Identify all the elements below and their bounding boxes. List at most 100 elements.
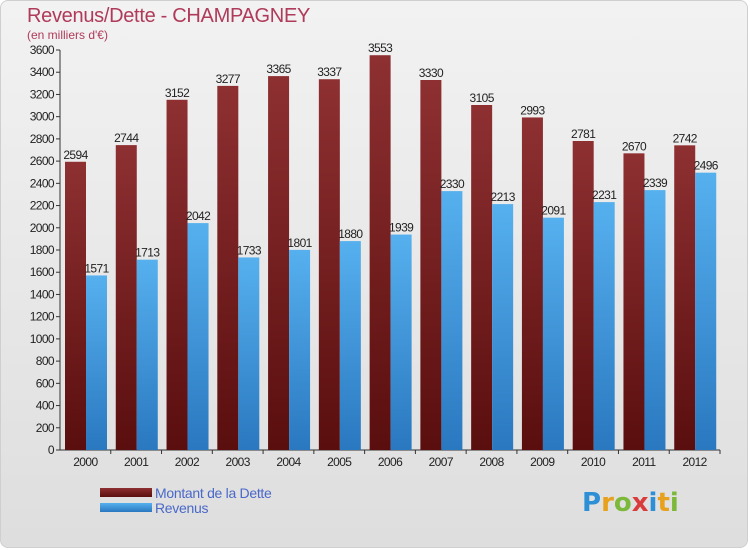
legend-label-debt: Montant de la Dette [155,484,272,501]
bar-dette [471,105,493,450]
value-label: 3365 [266,62,291,76]
logo-letter: t [657,488,670,518]
x-tick-label: 2007 [429,455,454,469]
y-tick-label: 1400 [30,287,55,301]
x-tick-label: 2009 [530,455,555,469]
y-tick-label: 200 [36,421,55,435]
value-label: 3277 [216,72,241,86]
y-tick-label: 800 [36,354,55,368]
y-tick-label: 3000 [30,110,55,124]
legend-item-revenus: Revenus [100,499,272,516]
legend: Montant de la Dette Revenus [100,484,272,516]
y-tick-label: 3200 [30,87,55,101]
value-label: 3337 [317,65,342,79]
logo-letter: i [648,488,658,518]
proxiti-logo: Proxiti [582,488,679,518]
bar-revenus [86,275,107,450]
x-tick-label: 2004 [276,455,301,469]
y-tick-label: 2600 [30,154,55,168]
legend-label-revenus: Revenus [155,499,209,516]
y-tick-label: 1200 [30,310,55,324]
y-tick-label: 600 [36,376,55,390]
y-tick-label: 1000 [30,332,55,346]
bar-dette [369,55,391,450]
value-label: 2993 [520,103,545,117]
bar-revenus [339,241,361,450]
x-tick-label: 2002 [175,455,200,469]
x-tick-label: 2010 [581,455,606,469]
logo-letter: r [601,488,614,518]
value-label: 2744 [114,131,139,145]
chart-title: Revenus/Dette - CHAMPAGNEY [27,5,311,27]
value-label: 3330 [419,66,444,80]
x-tick-label: 2000 [73,455,98,469]
bar-dette [115,145,137,450]
value-label: 2781 [571,127,596,141]
value-label: 1939 [389,221,414,235]
value-label: 3553 [368,41,393,55]
value-label: 1571 [84,261,109,275]
value-label: 2091 [541,204,566,218]
value-label: 2742 [673,131,698,145]
y-tick-label: 1600 [30,265,55,279]
bar-dette [268,76,290,450]
x-tick-label: 2012 [682,455,707,469]
y-tick-label: 3600 [30,43,55,57]
bar-revenus [593,202,615,450]
bar-revenus [542,217,564,450]
x-tick-label: 2001 [124,455,149,469]
value-label: 2496 [694,159,719,173]
bar-revenus [644,190,666,450]
value-label: 1801 [287,236,312,250]
legend-item-debt: Montant de la Dette [100,484,272,501]
x-tick-label: 2006 [378,455,403,469]
y-tick-label: 0 [48,443,55,457]
y-tick-label: 3400 [30,65,55,79]
bar-revenus [238,257,260,450]
value-label: 2231 [592,188,617,202]
x-tick-label: 2011 [632,455,656,469]
value-label: 2042 [186,209,211,223]
y-tick-label: 2200 [30,199,55,213]
logo-letter: x [631,488,649,518]
value-label: 1733 [237,243,262,257]
value-label: 2339 [643,176,668,190]
logo-letter: P [582,488,602,518]
y-tick-label: 2000 [30,221,55,235]
value-label: 2670 [622,139,647,153]
y-tick-label: 2400 [30,176,55,190]
axes: 0 200 400 600 800 1000 1200 1400 1600 1800 2000 220… [30,43,721,469]
chart-subtitle: (en milliers d'€) [27,28,108,42]
bar-revenus [390,234,412,450]
bar-dette [623,153,645,451]
bar-revenus [187,223,209,450]
value-label: 1880 [338,227,363,241]
bar-revenus [136,259,158,450]
value-label: 2594 [63,148,88,162]
value-label: 2213 [491,190,516,204]
y-tick-label: 400 [36,399,55,413]
bar-dette [674,145,696,451]
bar-dette [217,85,239,450]
logo-letter: o [613,488,632,518]
bar-dette [572,141,594,450]
value-label: 2330 [440,177,465,191]
legend-swatch-revenus [100,503,152,512]
value-label: 3105 [470,91,495,105]
y-tick-label: 2800 [30,132,55,146]
bar-dette [420,80,442,450]
x-tick-label: 2003 [226,455,251,469]
bar-dette [166,99,188,451]
bar-revenus [695,172,717,450]
bar-revenus [441,191,463,450]
x-tick-label: 2005 [327,455,352,469]
value-label: 1713 [135,246,160,260]
y-tick-label: 1800 [30,243,55,257]
bar-dette [521,117,543,450]
logo-letter: i [669,488,679,518]
value-label: 3152 [165,86,190,100]
x-tick-label: 2008 [479,455,504,469]
legend-swatch-debt [100,488,152,497]
value-labels: 2594 1571 2744 1713 3152 2042 3277 1733 3365 1801… [63,41,719,275]
